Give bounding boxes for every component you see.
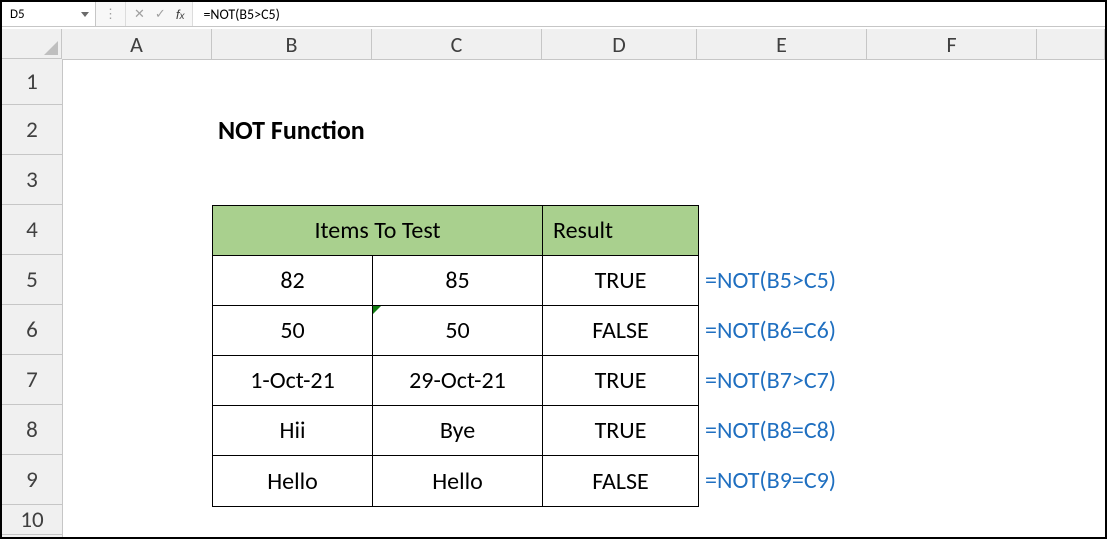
spreadsheet-grid[interactable]: ABCDEF 12345678910 NOT Function Items To …: [2, 29, 1105, 537]
column-header-C[interactable]: C: [372, 29, 542, 59]
app-window: D5 ⋮ ✕ ✓ fx =NOT(B5>C5) ABCDEF 123456789…: [0, 0, 1107, 539]
cell-D5[interactable]: TRUE: [543, 256, 698, 306]
row-header-8[interactable]: 8: [2, 405, 62, 455]
formula-annotation-5: =NOT(B5>C5): [699, 255, 1039, 305]
column-headers[interactable]: ABCDEF: [62, 29, 1105, 60]
cell-A8[interactable]: [62, 405, 212, 455]
fx-icon[interactable]: fx: [176, 7, 185, 22]
cell-B5[interactable]: 82: [213, 256, 373, 306]
row-header-5[interactable]: 5: [2, 255, 62, 305]
cell-C8[interactable]: Bye: [373, 406, 543, 456]
row-header-1[interactable]: 1: [2, 59, 62, 105]
row-header-6[interactable]: 6: [2, 305, 62, 355]
cell-A5[interactable]: [62, 255, 212, 305]
formula-bar: D5 ⋮ ✕ ✓ fx =NOT(B5>C5): [2, 2, 1105, 27]
cell-B9[interactable]: Hello: [213, 456, 373, 506]
name-box-value: D5: [10, 7, 25, 22]
cell-A6[interactable]: [62, 305, 212, 355]
row-header-7[interactable]: 7: [2, 355, 62, 405]
cell-C5[interactable]: 85: [373, 256, 543, 306]
cell-row-1[interactable]: [62, 59, 1037, 105]
cell-B7[interactable]: 1-Oct-21: [213, 356, 373, 406]
column-header-A[interactable]: A: [62, 29, 212, 59]
cell-A4[interactable]: [62, 205, 212, 255]
name-box-dropdown-icon[interactable]: [81, 12, 89, 17]
column-header-F[interactable]: F: [867, 29, 1037, 59]
cell-C6[interactable]: 50: [373, 306, 543, 356]
cell-E4[interactable]: [699, 205, 1039, 255]
formula-bar-separator: ⋮: [96, 2, 126, 26]
table-header-result: Result: [543, 206, 698, 256]
cell-B6[interactable]: 50: [213, 306, 373, 356]
row-header-2[interactable]: 2: [2, 105, 62, 155]
table-header-items: Items To Test: [213, 206, 543, 256]
name-box[interactable]: D5: [2, 2, 96, 26]
formula-annotation-9: =NOT(B9=C9): [699, 455, 1039, 505]
column-header-E[interactable]: E: [697, 29, 867, 59]
formula-annotation-8: =NOT(B8=C8): [699, 405, 1039, 455]
cell-C9[interactable]: Hello: [373, 456, 543, 506]
data-table: Items To TestResult8285TRUE5050FALSE1-Oc…: [212, 205, 699, 507]
cell-row-10[interactable]: [62, 507, 1037, 537]
column-header-partial[interactable]: [1037, 29, 1105, 59]
row-header-9[interactable]: 9: [2, 455, 62, 505]
row-header-3[interactable]: 3: [2, 155, 62, 205]
cell-A9[interactable]: [62, 455, 212, 505]
cells-area[interactable]: NOT FunctionItems To TestResult8285TRUE5…: [62, 59, 1105, 537]
enter-icon[interactable]: ✓: [155, 6, 166, 22]
cancel-icon[interactable]: ✕: [134, 6, 145, 22]
formula-bar-buttons: ✕ ✓ fx: [126, 2, 193, 26]
column-header-D[interactable]: D: [542, 29, 697, 59]
cell-B8[interactable]: Hii: [213, 406, 373, 456]
column-header-B[interactable]: B: [212, 29, 372, 59]
row-headers[interactable]: 12345678910: [2, 59, 63, 537]
formula-annotation-6: =NOT(B6=C6): [699, 305, 1039, 355]
cell-D7[interactable]: TRUE: [543, 356, 698, 406]
select-all-corner[interactable]: [2, 29, 62, 59]
cell-D6[interactable]: FALSE: [543, 306, 698, 356]
formula-annotation-7: =NOT(B7>C7): [699, 355, 1039, 405]
row-header-10[interactable]: 10: [2, 505, 62, 535]
cell-D9[interactable]: FALSE: [543, 456, 698, 506]
row-header-4[interactable]: 4: [2, 205, 62, 255]
cell-A7[interactable]: [62, 355, 212, 405]
cell-C7[interactable]: 29-Oct-21: [373, 356, 543, 406]
cell-row-3[interactable]: [62, 155, 1037, 205]
cell-A2[interactable]: [62, 105, 212, 155]
page-title: NOT Function: [212, 105, 542, 155]
cell-D8[interactable]: TRUE: [543, 406, 698, 456]
formula-input[interactable]: =NOT(B5>C5): [193, 2, 1105, 26]
